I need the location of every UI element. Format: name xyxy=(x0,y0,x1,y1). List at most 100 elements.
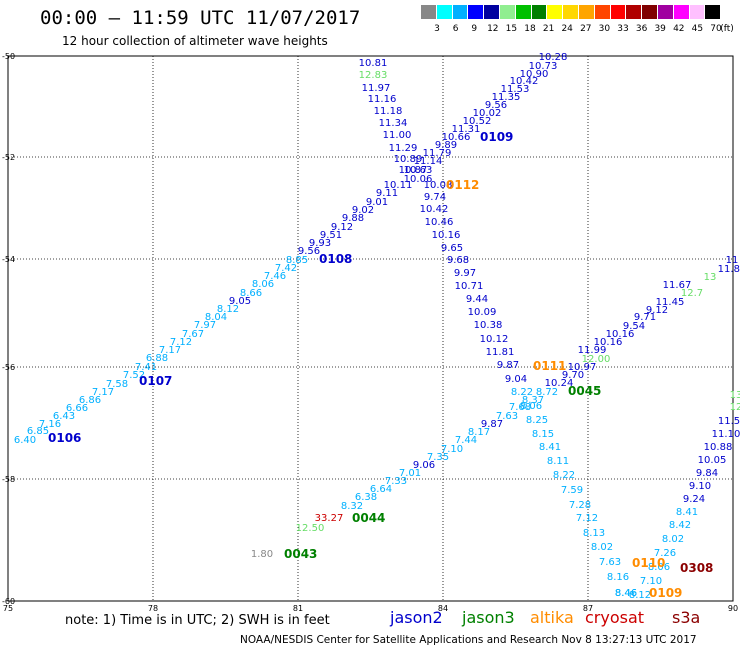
swh-value: 10.05 xyxy=(698,455,727,466)
swh-value: 8.13 xyxy=(583,528,605,539)
legend-swatch xyxy=(705,5,722,19)
legend-swatch xyxy=(500,5,516,19)
legend-jason3: jason3 xyxy=(462,608,515,627)
swh-value: 9.12 xyxy=(646,305,668,316)
credit-line: NOAA/NESDIS Center for Satellite Applica… xyxy=(240,634,697,646)
swh-value: 12.83 xyxy=(359,70,388,81)
swh-value: 7.17 xyxy=(92,387,114,398)
swh-value: 7.10 xyxy=(441,444,463,455)
legend-label: 36 xyxy=(635,24,648,34)
swh-value: 7.44 xyxy=(455,435,477,446)
swh-value: 8.15 xyxy=(532,429,554,440)
pass-id-label: 0106 xyxy=(48,431,81,445)
legend-swatch xyxy=(610,5,627,19)
x-tick-label: 87 xyxy=(583,604,593,613)
swh-value: 10.63 xyxy=(404,165,433,176)
swh-value: 7.17 xyxy=(159,345,181,356)
swh-value: 12 xyxy=(730,402,740,413)
swh-value: 9.05 xyxy=(229,296,251,307)
swh-value: 11.79 xyxy=(423,148,452,159)
swh-value: 1.80 xyxy=(251,549,273,560)
swh-value: 7.46 xyxy=(264,271,286,282)
swh-value: 6.66 xyxy=(66,403,88,414)
swh-value: 8.11 xyxy=(547,456,569,467)
y-tick-label: -58 xyxy=(2,475,15,484)
swh-value: 8.42 xyxy=(669,520,691,531)
swh-value: 10.73 xyxy=(529,61,558,72)
swh-value: 8.72 xyxy=(536,387,558,398)
swh-value: 11.81 xyxy=(486,347,515,358)
y-tick-label: -50 xyxy=(2,52,15,61)
legend-label: 70 xyxy=(710,24,722,34)
pass-id-label: 0112 xyxy=(446,178,479,192)
swh-value: 10.42 xyxy=(420,204,449,215)
legend-swatch xyxy=(484,5,500,19)
legend-swatch xyxy=(563,5,579,19)
pass-id-label: 0107 xyxy=(139,374,172,388)
swh-value: 8.32 xyxy=(341,501,363,512)
x-tick-label: 81 xyxy=(293,604,303,613)
map-frame xyxy=(7,55,734,602)
pass-id-label: 0109 xyxy=(649,586,682,600)
swh-value: 11.10 xyxy=(712,429,740,440)
swh-value: 6.40 xyxy=(14,435,36,446)
legend-swatch xyxy=(436,5,453,19)
swh-value: 9.88 xyxy=(342,213,364,224)
y-tick-label: -56 xyxy=(2,363,15,372)
pass-id-label: 0308 xyxy=(680,561,713,575)
swh-value: 9.12 xyxy=(331,222,353,233)
swh-value: 6.43 xyxy=(53,411,75,422)
swh-value: 6.88 xyxy=(146,353,168,364)
swh-value: 8.04 xyxy=(205,312,227,323)
swh-value: 7.97 xyxy=(194,320,216,331)
legend-label: 9 xyxy=(471,24,478,34)
swh-value: 11.53 xyxy=(501,84,530,95)
pass-id-label: 0045 xyxy=(568,384,601,398)
swh-value: 11.00 xyxy=(383,130,412,141)
swh-value: 7.42 xyxy=(275,263,297,274)
legend-swatch xyxy=(689,5,706,19)
swh-value: 8.46 xyxy=(615,588,637,599)
swh-value: 9.04 xyxy=(505,374,527,385)
swh-value: 7.10 xyxy=(640,576,662,587)
swh-value: 9.93 xyxy=(309,238,331,249)
legend-label: 15 xyxy=(505,24,518,34)
swh-value: 11 xyxy=(726,255,739,266)
swh-value: 13 xyxy=(704,272,717,283)
swh-value: 10.02 xyxy=(473,108,502,119)
tick-labels: 75 78 81 84 87 90 -50 -52 -54 -56 -58 -60 xyxy=(2,52,738,613)
swh-value: 9.10 xyxy=(689,481,711,492)
swh-value: 7.63 xyxy=(599,557,621,568)
swh-value: 11.31 xyxy=(452,124,481,135)
swh-value: 13 xyxy=(730,390,740,401)
swh-value: 11.67 xyxy=(663,280,692,291)
legend-swatch xyxy=(547,5,564,19)
swh-value: 11.97 xyxy=(362,83,391,94)
swh-value: 8.06 xyxy=(252,279,274,290)
swh-value: 9.02 xyxy=(352,205,374,216)
swh-value: 9.56 xyxy=(298,246,320,257)
map-title: 00:00 – 11:59 UTC 11/07/2017 xyxy=(40,7,361,29)
swh-value: 7.59 xyxy=(561,485,583,496)
swh-value: 9.70 xyxy=(562,370,584,381)
swh-value: 6.85 xyxy=(27,426,49,437)
swh-value: 10.71 xyxy=(455,281,484,292)
swh-value: 9.65 xyxy=(441,243,463,254)
swh-value: 7.16 xyxy=(39,419,61,430)
swh-value: 7.52 xyxy=(123,370,145,381)
legend-jason2: jason2 xyxy=(390,608,443,627)
swh-value: 11.35 xyxy=(492,92,521,103)
swh-value: 9.84 xyxy=(696,468,718,479)
legend-label: 30 xyxy=(598,24,611,34)
swh-value: 8.06 xyxy=(648,562,670,573)
swh-value: 9.89 xyxy=(435,140,457,151)
legend-label: 21 xyxy=(542,24,555,34)
legend-swatch xyxy=(579,5,595,19)
swh-value: 8.06 xyxy=(520,401,542,412)
swh-value: 8.41 xyxy=(539,442,561,453)
legend-label: 3 xyxy=(434,24,440,34)
swh-value: 11.5 xyxy=(718,416,740,427)
swh-value: 6.64 xyxy=(370,484,392,495)
